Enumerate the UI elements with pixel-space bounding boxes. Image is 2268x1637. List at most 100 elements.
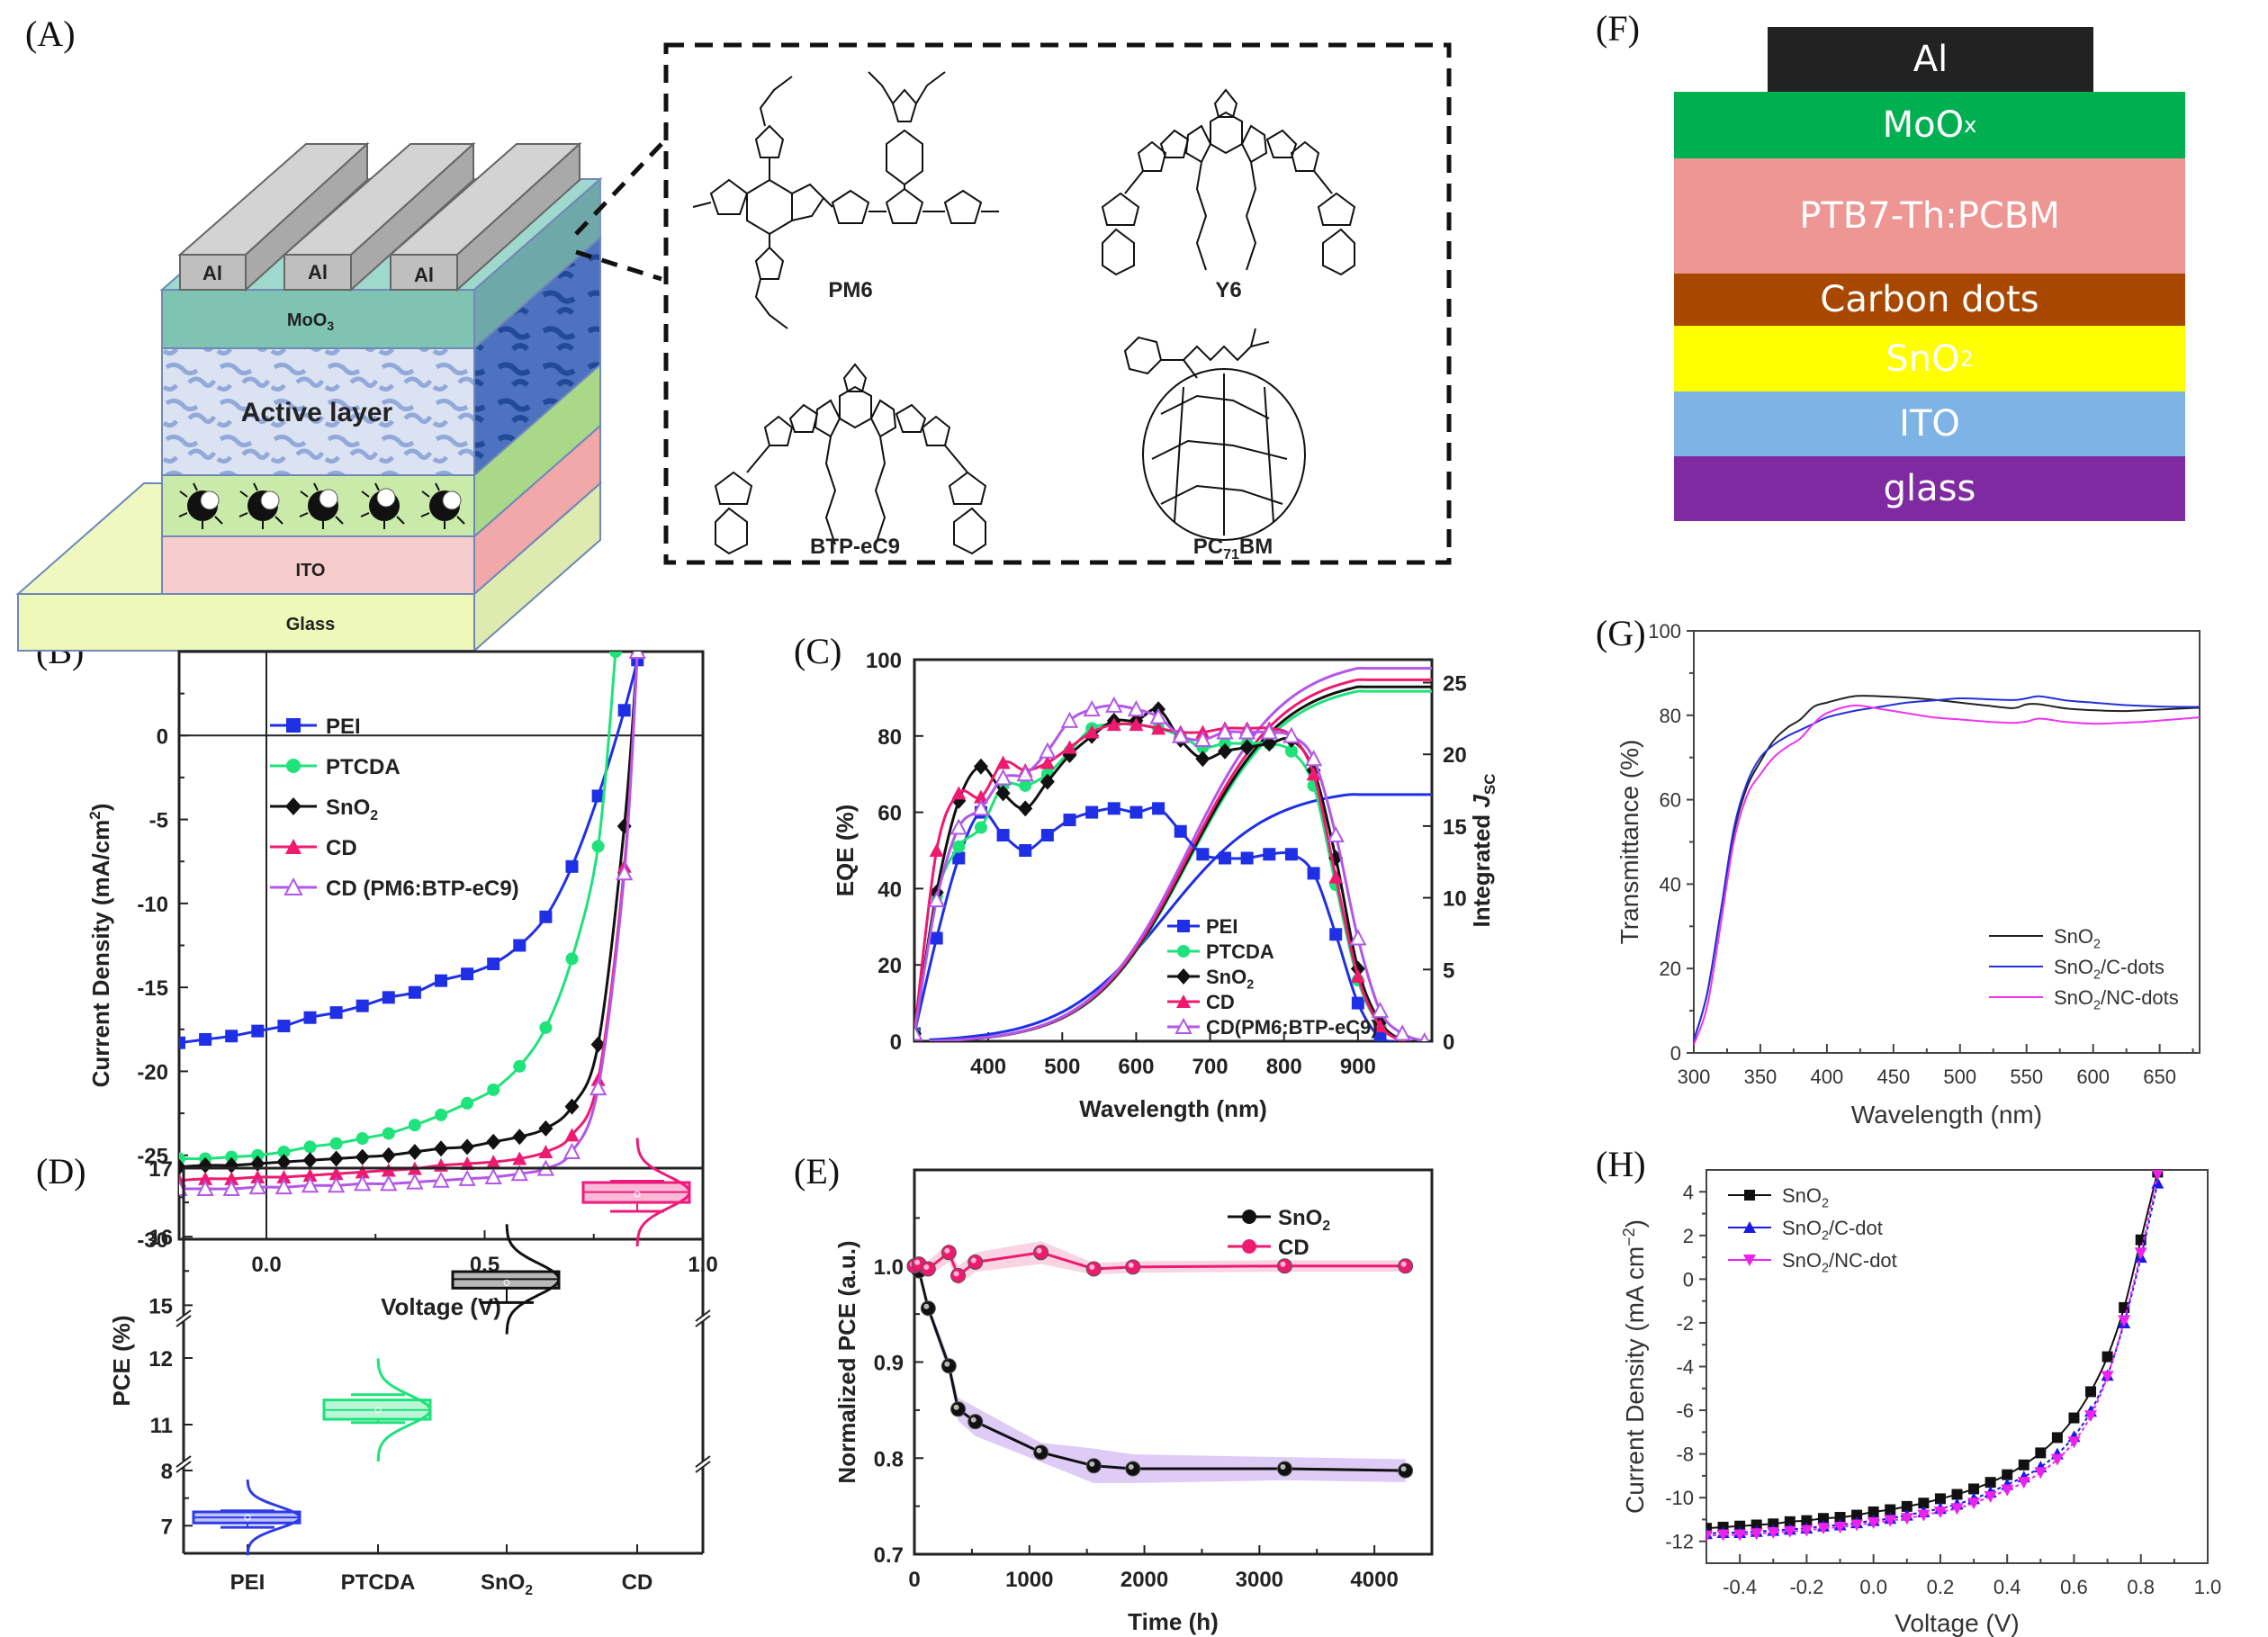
series-pei xyxy=(179,653,644,1049)
data-point xyxy=(277,1020,291,1033)
y-tick-label: 60 xyxy=(878,802,902,826)
layer-ptb7-pcbm: PTB7-Th:PCBM xyxy=(1674,158,2185,274)
legend-label: SnO2/NC-dots xyxy=(2054,986,2179,1013)
data-point xyxy=(1733,1529,1747,1542)
panel-label-g: (G) xyxy=(1596,613,1646,653)
mean-marker xyxy=(503,1279,510,1286)
x-tick-label: 4000 xyxy=(1350,1568,1398,1592)
x-tick-label: 0.0 xyxy=(251,1253,281,1277)
legend-label: CD xyxy=(1278,1236,1310,1260)
data-point xyxy=(1833,1521,1847,1534)
data-point xyxy=(407,1143,422,1160)
legend-marker xyxy=(286,759,301,773)
btp-ec9-label: BTP-eC9 xyxy=(810,535,900,559)
series-ptcda xyxy=(179,652,622,1165)
y-tick-label: 8 xyxy=(161,1460,173,1484)
stability-chart-e: 0.7 0.8 0.9 1.0 0 1000 2000 3000 4000 Time (h) Nor… xyxy=(833,1168,1434,1635)
y-right-tick-label: 25 xyxy=(1443,672,1467,697)
data-point xyxy=(1917,1509,1930,1522)
legend-label: PTCDA xyxy=(326,755,400,779)
data-point-highlight xyxy=(1400,1261,1407,1267)
glass-label: Glass xyxy=(286,615,335,634)
data-point xyxy=(461,967,474,981)
data-point xyxy=(356,1132,369,1146)
y-tick-label: -30 xyxy=(137,1228,168,1253)
data-point xyxy=(1284,744,1298,758)
data-point xyxy=(564,1128,580,1142)
data-point xyxy=(1933,1506,1947,1518)
data-point xyxy=(329,1137,343,1150)
integrated-jsc-line xyxy=(929,793,1432,1041)
data-point xyxy=(1306,767,1321,781)
data-point xyxy=(328,1166,344,1181)
data-point xyxy=(328,1150,344,1167)
data-point xyxy=(1834,1512,1846,1524)
data-point xyxy=(327,1176,346,1193)
x-tick-label: -0.2 xyxy=(1789,1576,1823,1598)
data-point xyxy=(2134,1247,2147,1260)
data-point xyxy=(1127,699,1146,717)
legend-label: SnO2 xyxy=(1782,1184,1829,1211)
x-tick-label: 1.0 xyxy=(2194,1576,2222,1598)
data-point xyxy=(995,755,1011,769)
data-point xyxy=(1372,1019,1388,1033)
data-point xyxy=(301,1176,320,1193)
y-tick-label: -25 xyxy=(137,1145,168,1169)
data-point xyxy=(564,1098,580,1115)
data-point xyxy=(1734,1520,1746,1532)
data-point xyxy=(1107,802,1120,815)
data-point xyxy=(589,1078,608,1096)
series-line xyxy=(914,704,1426,1041)
data-point xyxy=(513,939,526,952)
data-point xyxy=(510,1165,528,1182)
al-electrodes xyxy=(177,141,582,292)
x-tick-label: 0.8 xyxy=(2127,1576,2155,1598)
y-axis-label: Current Density (mA/cm2) xyxy=(86,804,114,1088)
data-point xyxy=(2084,1410,2098,1423)
data-point xyxy=(1967,1498,1981,1510)
y-axis-label: Current Density (mA cm−2) xyxy=(1620,1219,1649,1514)
data-point xyxy=(973,758,988,775)
panel-label-f: (F) xyxy=(1596,8,1640,49)
axis-break-mark xyxy=(695,1455,711,1468)
legend: PEI PTCDA SnO2 CD CD (PM6:BTP-eC9) xyxy=(270,715,519,901)
data-point-highlight xyxy=(1128,1262,1134,1268)
data-point xyxy=(329,1006,343,1020)
series-sno2-nc-dots xyxy=(1694,704,2200,1045)
x-tick-label: 2000 xyxy=(1120,1568,1168,1592)
y6-structure-icon xyxy=(1101,88,1356,276)
legend-label: PEI xyxy=(326,715,361,739)
x-axis-label: Voltage (V) xyxy=(381,1293,501,1320)
data-point-highlight xyxy=(1280,1261,1286,1267)
data-point xyxy=(277,1145,291,1158)
series-pei xyxy=(914,802,1409,1041)
al-label-1: Al xyxy=(202,262,222,284)
moo3-front-face xyxy=(161,289,475,349)
data-point xyxy=(1174,824,1187,838)
data-point xyxy=(513,1059,526,1073)
data-point xyxy=(609,652,622,658)
data-point xyxy=(1918,1498,1930,1509)
y-tick-label: 100 xyxy=(866,649,902,673)
data-point xyxy=(1901,1500,1912,1512)
x-tick-label: 400 xyxy=(1811,1066,1844,1088)
y-tick-label: 60 xyxy=(1660,789,1681,812)
data-point xyxy=(1039,742,1057,759)
x-axis-label: Voltage (V) xyxy=(1894,1609,2020,1637)
y-tick-label: -5 xyxy=(149,809,168,833)
y6-label: Y6 xyxy=(1215,278,1241,302)
plot-frame xyxy=(913,658,1434,1043)
data-point xyxy=(591,789,605,803)
x-tick-label: 900 xyxy=(1340,1055,1376,1079)
data-point xyxy=(591,840,605,853)
data-point-highlight xyxy=(1280,1463,1286,1470)
y-tick-label: 1.0 xyxy=(874,1255,904,1280)
data-point xyxy=(382,991,395,1004)
molecule-structures-box: PM6 Y6 BTP-eC9 PC xyxy=(663,42,1452,565)
y-tick-label: 80 xyxy=(878,725,902,750)
x-tick-label: 350 xyxy=(1744,1066,1778,1088)
data-point xyxy=(1105,696,1123,713)
series-line xyxy=(179,652,639,1183)
data-point xyxy=(1885,1504,1896,1516)
